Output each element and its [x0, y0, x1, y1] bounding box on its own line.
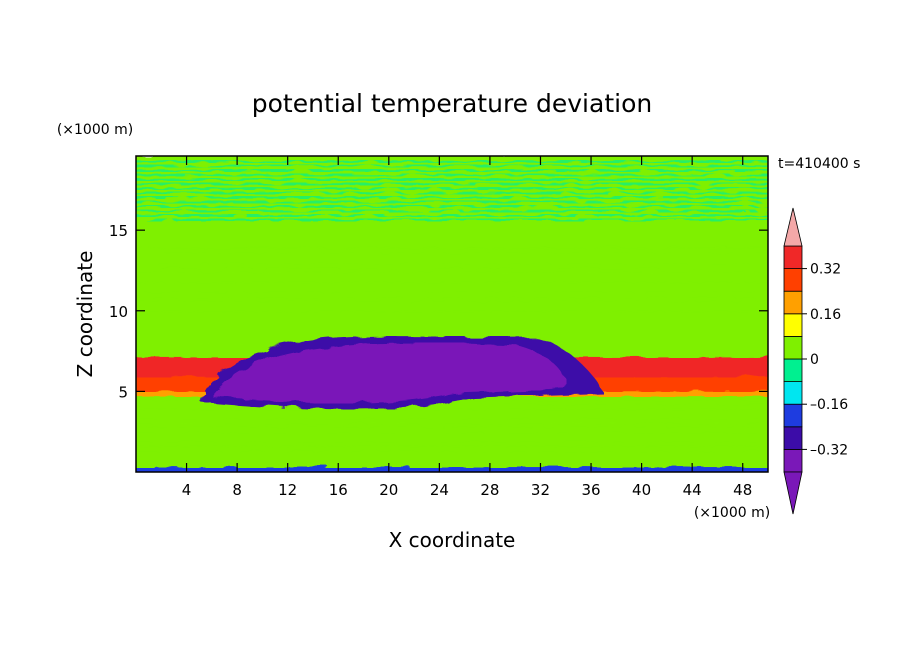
contour-stripe — [136, 178, 768, 181]
contour-stripe — [136, 403, 768, 406]
colorbar-segment — [783, 245, 803, 270]
y-tick-label: 10 — [109, 303, 128, 321]
colorbar-tick-label: 0.16 — [810, 307, 841, 323]
contour-stripe — [136, 295, 768, 299]
contour-stripe — [136, 291, 768, 294]
colorbar-segment — [783, 358, 803, 383]
x-tick-label: 44 — [683, 481, 702, 499]
contour-stripe — [136, 191, 768, 195]
cold-anomaly — [199, 336, 604, 410]
contour-band — [136, 463, 768, 472]
contour-stripe — [136, 173, 768, 177]
x-axis-label: X coordinate — [389, 528, 516, 552]
colorbar-segment — [783, 290, 803, 315]
time-label: t=410400 s — [778, 156, 860, 172]
x-unit-label: (×1000 m) — [694, 505, 770, 521]
contour-stripe — [136, 182, 768, 186]
plot-area — [136, 156, 768, 472]
contour-stripe — [136, 426, 768, 429]
contour-stripe — [136, 454, 768, 457]
x-tick-label: 48 — [733, 481, 752, 499]
colorbar-segment — [783, 426, 803, 450]
contour-stripe — [136, 257, 768, 260]
contour-stripe — [136, 187, 768, 190]
contour-stripe — [136, 196, 768, 199]
colorbar-tick-label: 0 — [810, 352, 819, 368]
contour-stripe — [136, 421, 768, 425]
contour-stripe — [136, 276, 768, 279]
colorbar-segment — [783, 403, 803, 428]
x-tick-label: 36 — [581, 481, 600, 499]
colorbar-segment — [783, 381, 803, 405]
chart-title: potential temperature deviation — [252, 89, 652, 118]
x-axis-ticks: 4 8 12 16 20 24 28 32 36 40 44 48 — [182, 156, 752, 499]
contour-bands — [136, 156, 768, 472]
contour-stripe — [136, 160, 768, 163]
y-unit-label: (×1000 m) — [57, 122, 133, 138]
contour-stripe — [136, 218, 768, 222]
x-tick-label: 12 — [278, 481, 297, 499]
contour-stripe — [136, 164, 768, 168]
x-tick-label: 32 — [531, 481, 550, 499]
contour-stripe — [136, 445, 768, 448]
x-tick-label: 40 — [632, 481, 651, 499]
anomaly-core — [213, 342, 567, 404]
colorbar-segment — [783, 268, 803, 292]
colorbar-under-triangle — [783, 471, 803, 515]
colorbar-tick-label: 0.32 — [810, 262, 841, 278]
y-tick-label: 15 — [109, 222, 128, 240]
x-tick-label: 24 — [430, 481, 449, 499]
x-tick-label: 28 — [480, 481, 499, 499]
contour-stripe — [136, 271, 768, 275]
contour-stripe — [136, 310, 768, 313]
x-tick-label: 8 — [232, 481, 242, 499]
contour-band — [136, 244, 768, 316]
colorbar-segment — [783, 313, 803, 337]
x-tick-label: 4 — [182, 481, 192, 499]
contour-stripe — [136, 431, 768, 434]
y-tick-label: 5 — [118, 383, 128, 401]
colorbar: 0.32 0.16 0 –0.16 –0.32 — [783, 207, 848, 515]
contour-stripe — [136, 205, 768, 208]
contour-stripe — [136, 247, 768, 250]
y-axis-label: Z coordinate — [73, 251, 97, 378]
contour-stripe — [136, 266, 768, 270]
plot-frame — [135, 155, 769, 473]
contour-stripe — [136, 200, 768, 204]
contour-stripe — [136, 262, 768, 265]
contour-stripe — [136, 408, 768, 411]
colorbar-over-triangle — [783, 207, 803, 247]
contour-stripe — [136, 305, 768, 308]
colorbar-segment — [783, 335, 803, 360]
contour-stripe — [136, 300, 768, 304]
contour-stripe — [136, 449, 768, 453]
contour-stripe — [136, 440, 768, 443]
y-axis-ticks: 5 10 15 — [109, 222, 768, 401]
contour-stripe — [136, 417, 768, 420]
contour-stripe — [136, 286, 768, 289]
contour-stripe — [136, 281, 768, 284]
contour-stripe — [136, 214, 768, 217]
x-tick-label: 16 — [329, 481, 348, 499]
colorbar-segment — [783, 448, 803, 473]
contour-stripe — [136, 169, 768, 172]
colorbar-tick-label: –0.16 — [810, 397, 848, 413]
x-tick-label: 20 — [379, 481, 398, 499]
contour-stripe — [136, 412, 768, 416]
contour-stripe — [136, 458, 768, 462]
contour-stripe — [136, 252, 768, 255]
contour-stripe — [136, 209, 768, 213]
contour-stripe — [136, 435, 768, 439]
colorbar-tick-label: –0.32 — [810, 442, 848, 458]
